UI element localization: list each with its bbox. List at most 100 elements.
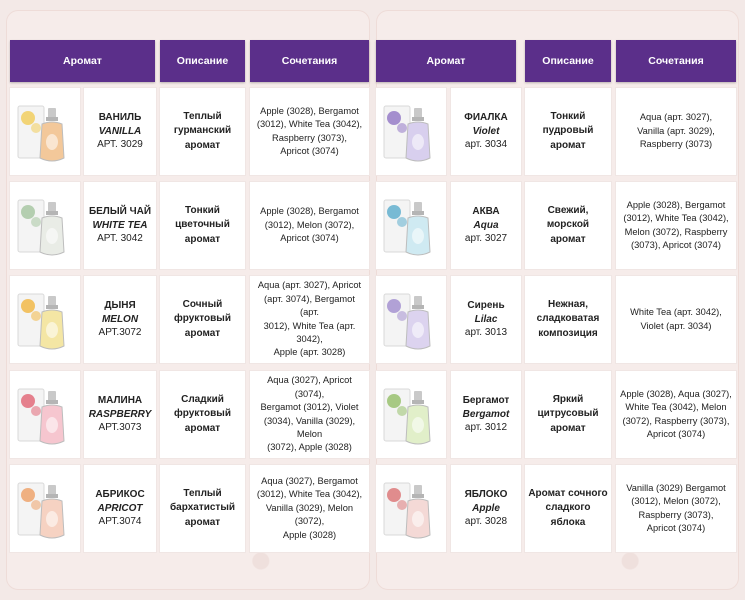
description-line: Свежий, <box>547 204 589 216</box>
description-line: Теплый <box>183 487 222 499</box>
product-name-ru: АБРИКОС <box>95 489 145 501</box>
combinations-text: Aqua (арт. 3027), Vanilla (арт. 3029), Ras… <box>633 111 719 151</box>
combinations-line: Apple (3028), Bergamot <box>260 105 359 116</box>
left-header-combo: Сочетания <box>250 40 369 82</box>
perfume-bottle-icon <box>383 199 431 255</box>
product-article: АРТ.3073 <box>98 422 142 434</box>
combinations-line: (3012), Melon (3072), <box>264 219 355 230</box>
product-name-en: Violet <box>472 125 500 137</box>
perfume-bottle-icon <box>383 482 431 538</box>
left-row-4-name-cell: МАЛИНА RASPBERRY АРТ.3073 <box>84 371 156 458</box>
left-header-desc: Описание <box>160 40 245 82</box>
combinations-line: (3073), Apricot (3074) <box>631 239 721 250</box>
combinations-line: Apricot (3074) <box>280 233 339 244</box>
combinations-line: (3034), Vanilla (3029), Melon <box>263 415 356 439</box>
left-row-2-image <box>10 182 80 269</box>
left-row-5-name-cell: АБРИКОС APRICOT АРТ.3074 <box>84 465 156 552</box>
product-name-en: Aqua <box>473 219 499 231</box>
product-name: АКВА Aqua арт. 3027 <box>465 205 507 246</box>
product-article: арт. 3027 <box>464 233 508 245</box>
product-article: арт. 3013 <box>464 327 508 339</box>
combinations-line: (3072), Apple (3028) <box>267 442 352 453</box>
product-article: арт. 3034 <box>464 139 508 151</box>
combinations-line: Apple (3028), Aqua (3027), <box>620 388 732 399</box>
left-row-5-combinations-cell: Aqua (3027), Bergamot (3012), White Tea (… <box>250 465 369 552</box>
combinations-line: Violet (арт. 3034) <box>640 320 712 331</box>
combinations-text: Apple (3028), Bergamot (3012), White Tea … <box>619 199 732 253</box>
right-header-combo: Сочетания <box>616 40 736 82</box>
combinations-line: (арт. 3074), Bergamot (арт. <box>264 293 355 318</box>
description-line: Теплый <box>183 110 222 122</box>
right-row-5-combinations-cell: Vanilla (3029) Bergamot (3012), Melon (30… <box>616 465 736 552</box>
combinations-line: Apricot (3074) <box>280 145 339 156</box>
description-line: аромат <box>550 139 586 151</box>
description-line: морской <box>546 219 590 231</box>
right-header-desc: Описание <box>525 40 611 82</box>
right-header-aroma: Аромат <box>376 40 516 82</box>
combinations-text: Apple (3028), Aqua (3027), White Tea (304… <box>616 388 736 442</box>
combinations-line: White Tea (арт. 3042), <box>630 307 722 318</box>
product-name: Бергамот Bergamot арт. 3012 <box>463 394 510 435</box>
description-line: бархатистый <box>169 502 236 514</box>
left-row-1-description-cell: Теплый гурманский аромат <box>160 88 245 175</box>
right-row-5-description-cell: Аромат сочного сладкого яблока <box>525 465 611 552</box>
combinations-line: (3012), White Tea (3042), <box>256 119 363 130</box>
product-name-en: Bergamot <box>462 408 510 420</box>
combinations-line: Aqua (3027), Bergamot <box>261 475 358 486</box>
right-row-1-name-cell: ФИАЛКА Violet арт. 3034 <box>451 88 521 175</box>
perfume-bottle-icon <box>383 105 431 161</box>
description-line: композиция <box>538 327 598 339</box>
product-article: АРТ. 3042 <box>97 233 143 245</box>
combinations-line: Raspberry (3073), <box>272 132 347 143</box>
description-text: Тонкий цветочный аромат <box>175 204 230 248</box>
product-name-en: RASPBERRY <box>88 408 152 420</box>
description-text: Нежная, сладковатая композиция <box>537 298 600 342</box>
product-article: АРТ.3072 <box>98 327 142 339</box>
description-line: аромат <box>550 233 586 245</box>
product-name: БЕЛЫЙ ЧАЙ WHITE TEA АРТ. 3042 <box>89 205 151 246</box>
product-name-ru: Сирень <box>467 300 505 312</box>
description-line: цитрусовый <box>537 408 599 420</box>
combinations-line: Vanilla (арт. 3029), <box>637 125 715 136</box>
right-row-5-name-cell: ЯБЛОКО Apple арт. 3028 <box>451 465 521 552</box>
right-row-3-name-cell: Сирень Lilac арт. 3013 <box>451 276 521 363</box>
perfume-bottle-icon <box>17 388 65 444</box>
left-row-5-description-cell: Теплый бархатистый аромат <box>160 465 245 552</box>
combinations-line: Aqua (арт. 3027), Apricot <box>257 280 362 291</box>
product-name-ru: ЯБЛОКО <box>464 489 508 501</box>
combinations-line: Apple (3028) <box>282 529 337 540</box>
product-article: арт. 3012 <box>464 422 508 434</box>
right-row-4-description-cell: Яркий цитрусовый аромат <box>525 371 611 458</box>
perfume-bottle-icon <box>17 105 65 161</box>
product-name: АБРИКОС APRICOT АРТ.3074 <box>95 488 144 529</box>
right-row-2-name-cell: АКВА Aqua арт. 3027 <box>451 182 521 269</box>
description-text: Яркий цитрусовый аромат <box>538 393 599 437</box>
product-name-ru: ВАНИЛЬ <box>98 112 142 124</box>
perfume-bottle-icon <box>383 293 431 349</box>
product-name: ДЫНЯ MELON АРТ.3072 <box>99 299 142 340</box>
description-line: Аромат сочного <box>528 487 608 499</box>
combinations-line: (3012), White Tea (3042), <box>623 213 729 224</box>
description-line: сладкого <box>545 502 591 514</box>
combinations-line: (3012), Melon (3072), <box>631 496 721 507</box>
description-line: фруктовый <box>173 408 231 420</box>
description-line: аромат <box>184 516 221 528</box>
left-row-4-combinations-cell: Aqua (3027), Apricot (3074), Bergamot (30… <box>250 371 369 458</box>
product-name-ru: Бергамот <box>462 395 510 407</box>
perfume-bottle-icon <box>17 293 65 349</box>
description-text: Сочный фруктовый аромат <box>174 298 231 342</box>
product-name-en: WHITE TEA <box>92 219 148 231</box>
right-row-2-combinations-cell: Apple (3028), Bergamot (3012), White Tea … <box>616 182 736 269</box>
description-text: Свежий, морской аромат <box>547 204 589 248</box>
product-name: МАЛИНА RASPBERRY АРТ.3073 <box>89 394 152 435</box>
product-name-ru: МАЛИНА <box>97 395 143 407</box>
description-text: Теплый бархатистый аромат <box>170 487 235 531</box>
left-row-2-description-cell: Тонкий цветочный аромат <box>160 182 245 269</box>
product-name-ru: ФИАЛКА <box>464 112 508 124</box>
right-row-1-image <box>376 88 446 175</box>
product-name-en: MELON <box>101 313 139 325</box>
combinations-line: White Tea (3042), Melon <box>625 402 727 413</box>
product-name-en: Lilac <box>474 313 498 325</box>
left-row-5-image <box>10 465 80 552</box>
